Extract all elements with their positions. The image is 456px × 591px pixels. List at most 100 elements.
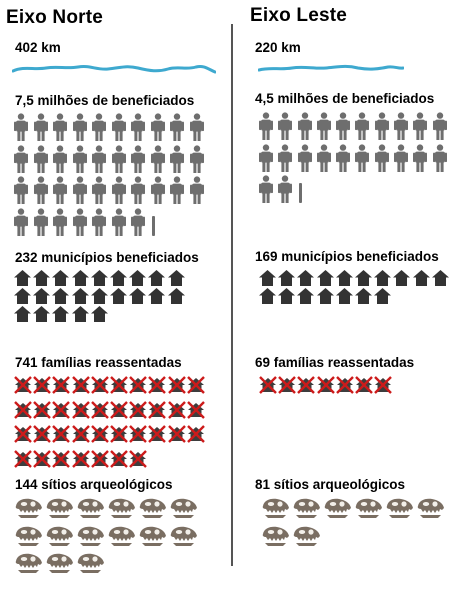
person-icon [33, 144, 54, 177]
skull-fossil-icon [76, 552, 107, 580]
crossed-house-icon [167, 400, 187, 426]
crossed-house-icon [33, 425, 52, 450]
person-icon [316, 143, 336, 176]
skull-fossil-icon [323, 497, 354, 525]
person-icon [131, 113, 151, 145]
crossed-house-icon [110, 376, 129, 401]
norte-beneficiaries-label: 7,5 milhões de beneficiados [15, 93, 195, 108]
house-icon [354, 270, 374, 288]
leste-length-label: 220 km [255, 40, 301, 55]
eixo-leste-title: Eixo Leste [250, 5, 348, 26]
person-icon [259, 143, 278, 176]
crossed-house-icon [167, 376, 187, 401]
house-icon [167, 288, 187, 306]
person-icon [413, 112, 432, 144]
house-icon [90, 288, 110, 306]
house-icon [129, 270, 148, 288]
crossed-house-icon [71, 400, 91, 426]
person-icon [92, 113, 112, 145]
norte-sites-icons [14, 497, 200, 580]
house-icon [52, 270, 71, 288]
crossed-house-icon [148, 425, 167, 450]
person-icon [131, 176, 151, 208]
skull-fossil-icon [261, 497, 292, 525]
norte-municipalities-label: 232 municípios beneficiados [15, 250, 199, 265]
house-icon [278, 288, 297, 306]
person-icon [189, 144, 210, 177]
crossed-house-icon [186, 400, 206, 426]
crossed-house-icon [14, 400, 33, 426]
crossed-house-icon [110, 425, 129, 450]
house-icon [335, 270, 355, 288]
person-icon [14, 144, 34, 177]
house-icon [90, 270, 110, 288]
house-icon [354, 288, 374, 306]
norte-sites-label: 144 sítios arqueológicos [15, 477, 173, 492]
house-icon [52, 306, 71, 324]
house-icon [33, 306, 52, 324]
house-icon [71, 270, 91, 288]
crossed-house-icon [110, 449, 129, 475]
skull-fossil-icon [169, 525, 200, 553]
leste-beneficiaries-icons [259, 112, 452, 207]
leste-sites-label: 81 sítios arqueológicos [255, 477, 406, 492]
person-icon [432, 143, 452, 176]
house-icon [90, 306, 110, 324]
crossed-house-icon [335, 376, 355, 401]
leste-river-icon [258, 64, 404, 72]
house-icon [316, 288, 336, 306]
person-icon [14, 207, 34, 240]
person-icon [336, 112, 355, 144]
house-icon [109, 270, 129, 288]
crossed-house-icon [52, 376, 71, 401]
crossed-house-icon [33, 449, 52, 475]
house-icon [316, 270, 336, 288]
person-icon [394, 143, 413, 176]
crossed-house-icon [33, 400, 52, 426]
person-icon [72, 113, 93, 145]
crossed-house-icon [186, 376, 206, 401]
crossed-house-icon [33, 376, 52, 401]
leste-families-icons [259, 376, 451, 401]
skull-fossil-icon [14, 552, 45, 580]
crossed-house-icon [129, 425, 148, 450]
person-icon [111, 144, 132, 177]
skull-fossil-icon [45, 525, 76, 553]
person-icon [131, 207, 151, 240]
person-icon [374, 143, 394, 176]
norte-length-label: 402 km [15, 40, 61, 55]
crossed-house-icon [14, 449, 33, 475]
crossed-house-icon [71, 449, 91, 475]
person-icon [432, 112, 452, 144]
person-icon [72, 176, 93, 208]
crossed-house-icon [355, 376, 374, 401]
skull-fossil-icon [354, 497, 385, 525]
person-icon [92, 144, 112, 177]
house-icon [278, 270, 297, 288]
house-icon [52, 288, 71, 306]
leste-families-label: 69 famílias reassentadas [255, 355, 415, 370]
house-icon [335, 288, 355, 306]
house-icon [14, 270, 33, 288]
crossed-house-icon [316, 376, 336, 401]
skull-fossil-icon [416, 497, 447, 525]
skull-fossil-icon [169, 497, 200, 525]
crossed-house-icon [129, 449, 148, 475]
house-icon [148, 288, 167, 306]
skull-fossil-icon [45, 552, 76, 580]
norte-families-label: 741 famílias reassentadas [15, 355, 182, 370]
crossed-house-icon [90, 400, 110, 426]
person-icon [150, 144, 171, 177]
leste-beneficiaries-label: 4,5 milhões de beneficiados [255, 91, 435, 106]
skull-fossil-icon [292, 497, 323, 525]
person-icon [297, 112, 317, 144]
norte-river-icon [12, 65, 216, 74]
person-icon [33, 176, 54, 208]
house-icon [148, 270, 167, 288]
person-icon [53, 144, 73, 177]
person-icon-partial [151, 208, 171, 240]
house-icon [14, 306, 33, 324]
house-icon [129, 288, 148, 306]
crossed-house-icon [148, 376, 167, 401]
house-icon [71, 288, 91, 306]
